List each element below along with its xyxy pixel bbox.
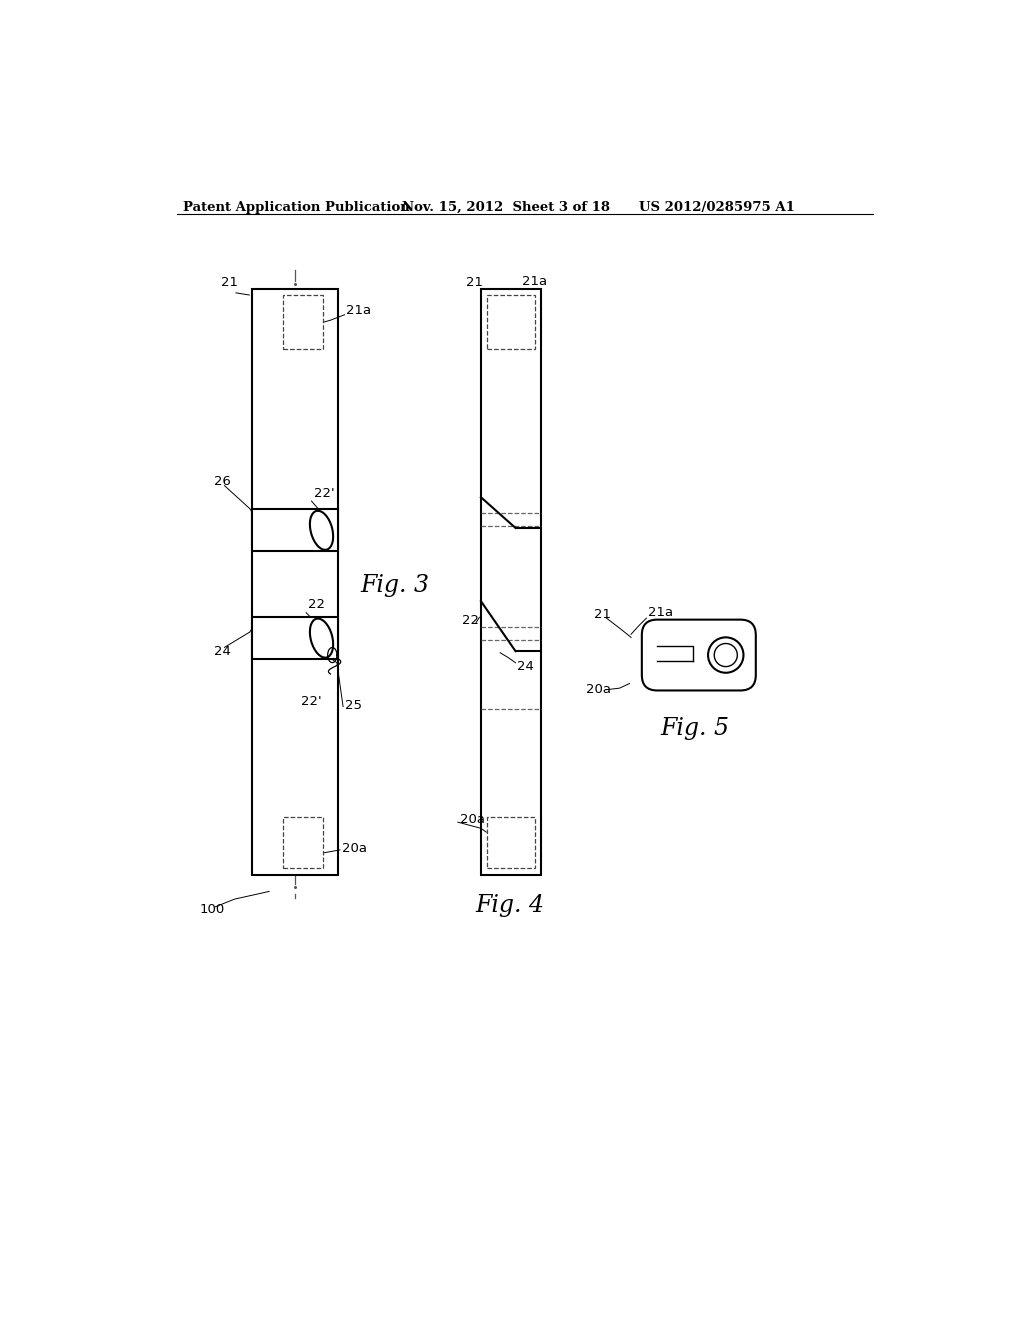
Text: 21a: 21a: [648, 606, 673, 619]
Text: 20a: 20a: [587, 684, 611, 696]
Text: 22': 22': [313, 487, 335, 500]
Bar: [481, 289, 541, 875]
Text: 21: 21: [466, 276, 482, 289]
Text: 20a: 20a: [460, 813, 485, 825]
Bar: [252, 616, 339, 659]
Text: Patent Application Publication: Patent Application Publication: [183, 201, 410, 214]
Text: 21a: 21a: [346, 305, 372, 317]
Text: 100: 100: [200, 903, 225, 916]
Text: 21: 21: [221, 276, 239, 289]
Text: Fig. 5: Fig. 5: [660, 717, 729, 739]
Text: US 2012/0285975 A1: US 2012/0285975 A1: [639, 201, 795, 214]
Text: 26: 26: [214, 475, 230, 488]
Text: 22': 22': [301, 694, 323, 708]
Text: 21: 21: [594, 607, 611, 620]
Ellipse shape: [310, 511, 333, 550]
Text: 21a: 21a: [521, 275, 547, 288]
Bar: [283, 817, 323, 869]
Bar: [283, 296, 323, 350]
Text: Fig. 4: Fig. 4: [475, 894, 545, 917]
Text: 25: 25: [345, 698, 361, 711]
Bar: [487, 817, 535, 869]
Text: 22: 22: [307, 598, 325, 611]
Bar: [487, 296, 535, 350]
Text: 20a: 20a: [342, 842, 368, 855]
Text: 24: 24: [214, 644, 230, 657]
Bar: [252, 289, 339, 875]
Circle shape: [708, 638, 743, 673]
FancyBboxPatch shape: [642, 619, 756, 690]
Ellipse shape: [310, 619, 333, 657]
Text: 24: 24: [517, 660, 534, 673]
Text: Nov. 15, 2012  Sheet 3 of 18: Nov. 15, 2012 Sheet 3 of 18: [401, 201, 609, 214]
Circle shape: [714, 644, 737, 667]
Text: 22: 22: [462, 614, 478, 627]
Bar: [252, 508, 339, 552]
Text: Fig. 3: Fig. 3: [360, 574, 429, 597]
